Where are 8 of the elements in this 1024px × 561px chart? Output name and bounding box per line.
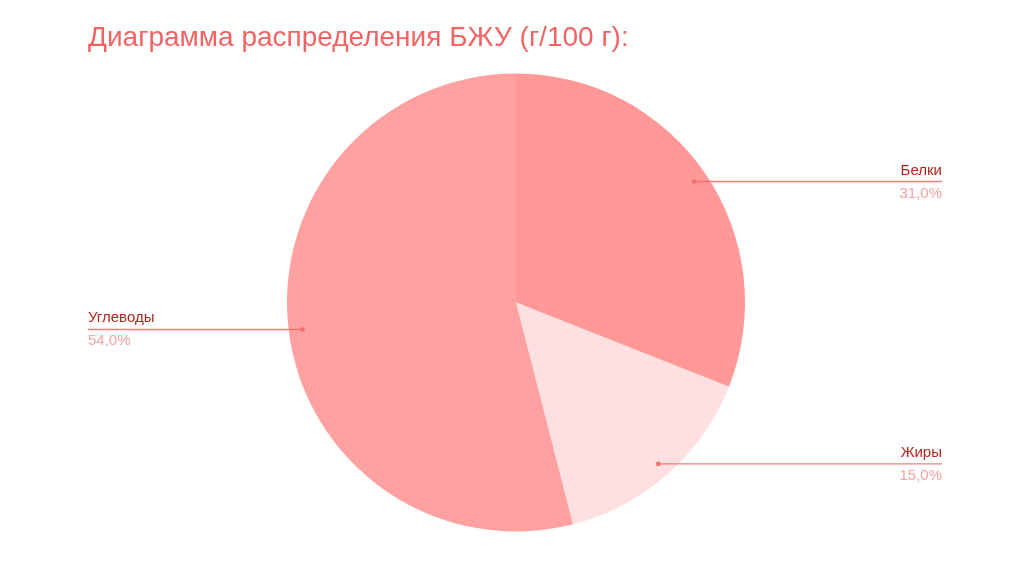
data-label: 54,0% <box>88 331 131 349</box>
slice-label: Жиры <box>900 442 942 460</box>
slice-label: Углеводы <box>88 308 155 326</box>
slice-label: Белки <box>900 160 942 178</box>
data-label: 31,0% <box>899 183 942 201</box>
chart-title: Диаграмма распределения БЖУ (г/100 г): <box>88 21 629 52</box>
pie-slice <box>516 302 729 525</box>
data-label: 15,0% <box>899 465 942 483</box>
